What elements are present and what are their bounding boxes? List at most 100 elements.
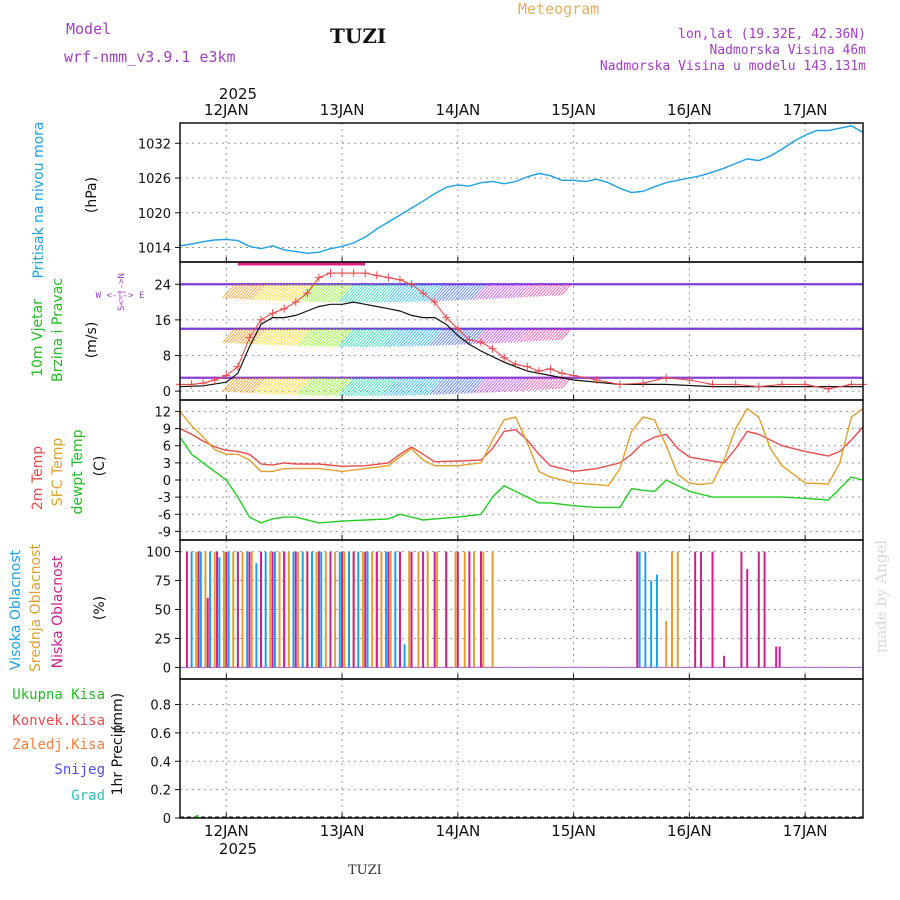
wind-barb-hatch (312, 283, 329, 303)
wind-barb-hatch (248, 377, 263, 394)
wind-barb-hatch (545, 328, 557, 341)
wind-gust-marker (361, 269, 370, 278)
wind-gust-marker (442, 313, 451, 322)
wind-gust-marker (199, 379, 208, 388)
wind-barb-hatch (504, 328, 518, 344)
wind-barb-hatch (438, 283, 455, 302)
wind-barb-hatch (225, 377, 239, 393)
xtick-label-bottom: 12JAN (204, 822, 249, 840)
panel-wind: 0 8 16 24 (154, 261, 867, 401)
pressure-ylabel: Pritisak na nivou mora (31, 121, 47, 278)
wind-barb-hatch (395, 283, 413, 303)
wind-barb-hatch (457, 328, 473, 346)
wind-barb-hatch (303, 377, 320, 396)
wind-barb-hatch (420, 328, 437, 347)
wind-barb-hatch (532, 283, 545, 298)
wind-ylabels: 10m Vjetar Brzina i Pravac (m/s) W <-|->… (30, 273, 144, 382)
wind-barb-hatch (513, 283, 527, 299)
ytick-label: 9 (163, 423, 171, 438)
wind-barb-hatch (383, 377, 401, 396)
wind-barb-hatch (510, 283, 524, 299)
wind-barb-hatch (529, 283, 542, 298)
wind-gust-marker (731, 380, 740, 389)
wind-barb-hatch (435, 377, 452, 395)
wind-gust-marker (257, 315, 266, 324)
legend-grad: Grad (71, 788, 105, 804)
wind-barb-hatch (353, 328, 371, 348)
wind-barb-hatch (438, 377, 455, 395)
wind-barb-hatch (395, 328, 413, 347)
wind-barb-hatch (501, 328, 515, 344)
wind-barb-hatch (371, 328, 389, 348)
wind-barb-hatch (300, 377, 317, 396)
wind-barb-hatch (538, 283, 551, 297)
wind-gust-marker (546, 364, 555, 373)
wind-barb-hatch (383, 328, 401, 347)
wind-barb-hatch (326, 328, 344, 347)
wind-gust-marker (488, 344, 497, 353)
wind-barb-hatch (338, 283, 356, 303)
wind-barb-hatch (362, 377, 380, 397)
wind-barb-hatch (274, 283, 290, 301)
wind-barb-hatch (545, 377, 557, 390)
wind-barb-hatch (389, 328, 407, 347)
year-top: 2025 (219, 85, 257, 103)
wind-barb-hatch (383, 283, 401, 303)
wind-barb-hatch (347, 283, 365, 303)
wind-barb-hatch (535, 377, 548, 391)
wind-gust-marker (847, 380, 856, 389)
wind-barb-hatch (460, 328, 476, 345)
wind-barb-hatch (228, 283, 242, 299)
wind-barb-hatch (488, 377, 503, 393)
wind-barb-hatch (445, 377, 461, 395)
wind-barb-hatch (432, 283, 449, 302)
wind-barb-hatch (245, 377, 260, 394)
wind-barb-hatch (341, 283, 359, 303)
wind-barb-hatch (445, 283, 461, 302)
xtick-label-bottom: 17JAN (783, 822, 828, 840)
wind-gust-marker (465, 335, 474, 344)
wind-barb-hatch (429, 328, 446, 347)
wind-barb-hatch (526, 283, 539, 298)
wind-barb-hatch (494, 377, 509, 393)
wind-barb-hatch (479, 328, 494, 345)
wind-barb-hatch (469, 377, 485, 394)
wind-barb-hatch (315, 328, 332, 347)
wind-barb-hatch (320, 283, 338, 303)
wind-barb-hatch (507, 377, 521, 392)
wind-barb-hatch (377, 283, 395, 303)
wind-barb-hatch (251, 283, 266, 300)
wind-barb-hatch (485, 328, 500, 344)
ytick-label: 0.6 (150, 727, 171, 742)
wind-barb-hatch (230, 283, 245, 299)
wind-barb-hatch (472, 377, 488, 394)
wind-barb-hatch (222, 377, 236, 392)
wind-barb-hatch (282, 328, 299, 346)
wind-gust-marker (685, 375, 694, 384)
ytick-label: 3 (163, 457, 171, 472)
wind-barb-hatch (253, 377, 269, 394)
cloud-ylabels: Visoka Oblacnost Srednja Oblacnost Niska… (8, 544, 108, 672)
wind-barb-hatch (523, 328, 536, 343)
date-labels: 12JAN 12JAN 13JAN 13JAN 14JAN 14JAN 15JAN 15JAN… (204, 101, 828, 840)
wind-barb-hatch (389, 283, 407, 303)
wind-barb-hatch (535, 283, 548, 297)
ytick-label: 1014 (138, 242, 171, 257)
wind-gust-marker (500, 353, 509, 362)
wind-barb-hatch (454, 377, 470, 395)
wind-barb-hatch (414, 377, 431, 396)
wind-barb-hatch (392, 283, 410, 303)
wind-barb-hatch (554, 283, 566, 296)
ytick-label: 0 (163, 661, 171, 676)
ytick-label: 100 (146, 546, 171, 561)
wind-gust-marker (349, 269, 358, 278)
ytick-label: 8 (163, 349, 171, 364)
wind-gust-marker (326, 269, 335, 278)
wind-barb-hatch (271, 377, 287, 395)
wind-barb-hatch (380, 283, 398, 303)
wind-gust-marker (558, 369, 567, 378)
wind-barb-hatch (423, 283, 440, 302)
wind-barb-hatch (306, 283, 323, 302)
wind-barb-hatch (417, 328, 434, 347)
wind-unit: (m/s) (84, 322, 100, 359)
